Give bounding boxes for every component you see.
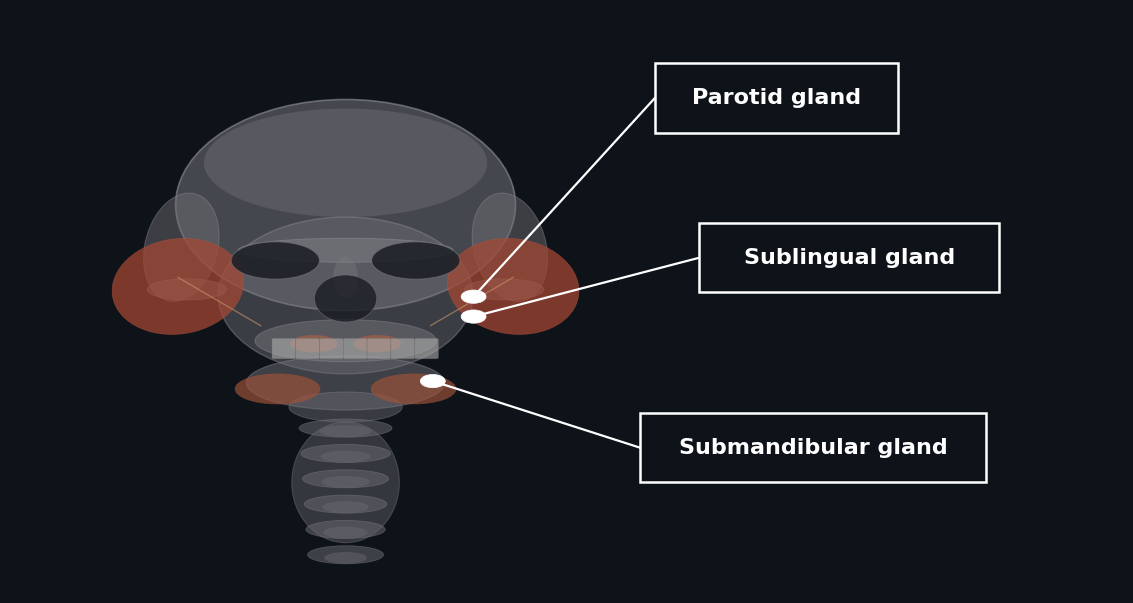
Ellipse shape xyxy=(147,279,227,300)
Ellipse shape xyxy=(472,193,547,302)
Ellipse shape xyxy=(372,242,460,279)
Ellipse shape xyxy=(304,495,387,513)
Ellipse shape xyxy=(306,520,385,538)
FancyBboxPatch shape xyxy=(320,338,343,359)
FancyBboxPatch shape xyxy=(343,338,367,359)
Ellipse shape xyxy=(238,238,453,262)
Ellipse shape xyxy=(292,422,399,543)
Ellipse shape xyxy=(353,335,401,352)
Ellipse shape xyxy=(176,99,516,311)
FancyBboxPatch shape xyxy=(640,413,986,482)
Ellipse shape xyxy=(325,552,366,563)
Ellipse shape xyxy=(303,470,389,488)
Ellipse shape xyxy=(321,451,370,462)
Text: Sublingual gland: Sublingual gland xyxy=(743,248,955,268)
Ellipse shape xyxy=(289,392,402,422)
Ellipse shape xyxy=(236,374,321,404)
Ellipse shape xyxy=(231,242,320,279)
Ellipse shape xyxy=(308,546,383,564)
Ellipse shape xyxy=(322,476,369,487)
Ellipse shape xyxy=(323,502,368,513)
Text: Submandibular gland: Submandibular gland xyxy=(679,438,947,458)
Ellipse shape xyxy=(290,335,338,352)
Ellipse shape xyxy=(299,419,392,437)
Circle shape xyxy=(420,374,445,388)
Ellipse shape xyxy=(320,426,372,437)
FancyBboxPatch shape xyxy=(296,338,320,359)
FancyBboxPatch shape xyxy=(699,223,999,292)
Circle shape xyxy=(461,310,486,323)
Ellipse shape xyxy=(448,238,579,335)
Ellipse shape xyxy=(301,444,390,463)
Ellipse shape xyxy=(247,356,444,410)
Circle shape xyxy=(461,290,486,303)
Ellipse shape xyxy=(112,238,244,335)
Ellipse shape xyxy=(324,527,367,538)
Ellipse shape xyxy=(315,275,376,322)
Text: Parotid gland: Parotid gland xyxy=(692,88,861,108)
FancyBboxPatch shape xyxy=(272,338,296,359)
Ellipse shape xyxy=(255,320,436,362)
FancyBboxPatch shape xyxy=(415,338,438,359)
FancyBboxPatch shape xyxy=(655,63,898,133)
Ellipse shape xyxy=(218,217,474,374)
FancyBboxPatch shape xyxy=(367,338,391,359)
Ellipse shape xyxy=(144,193,219,302)
Ellipse shape xyxy=(372,374,455,404)
Ellipse shape xyxy=(333,256,358,298)
Ellipse shape xyxy=(465,279,544,300)
Ellipse shape xyxy=(204,109,487,217)
FancyBboxPatch shape xyxy=(391,338,415,359)
